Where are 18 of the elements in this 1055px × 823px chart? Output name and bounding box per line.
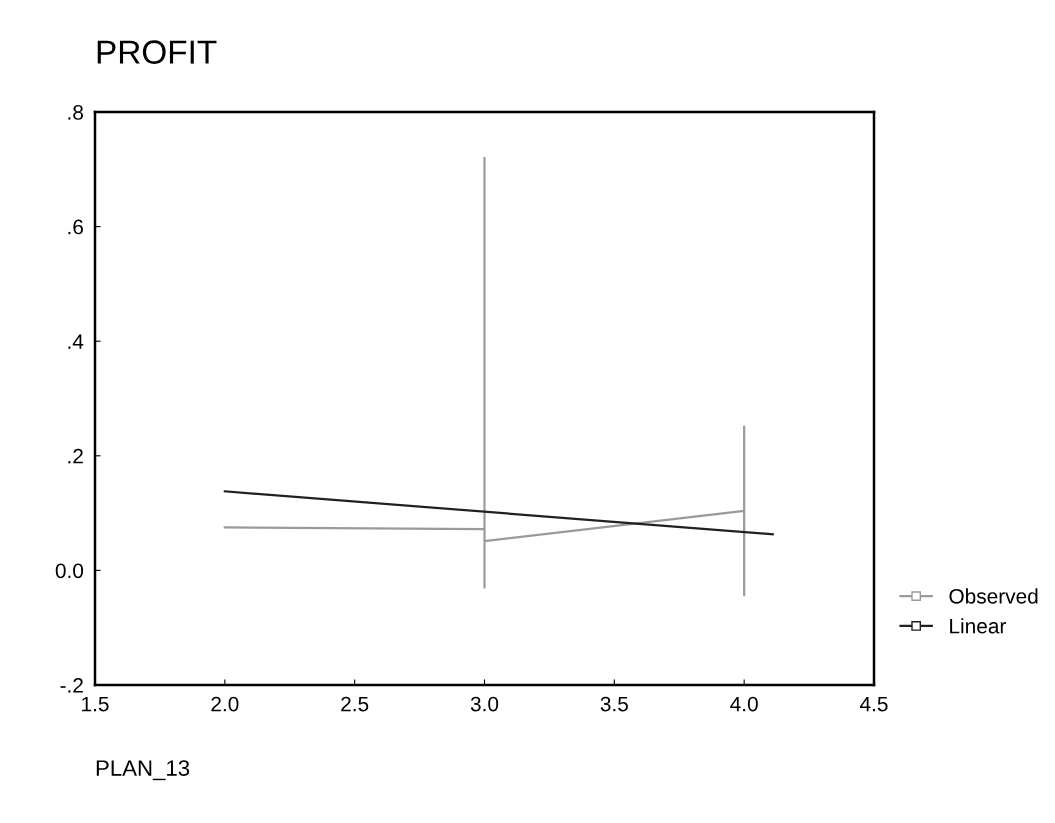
- x-tick-label: 2.5: [341, 696, 369, 712]
- y-tick-label: 0.0: [55, 563, 84, 579]
- x-tick-label: 1.5: [82, 696, 109, 712]
- x-axis-title: PLAN_13: [96, 760, 190, 781]
- x-tick-label: 4.0: [730, 696, 758, 712]
- y-tick-label: .8: [68, 105, 83, 120]
- chart-title: PROFIT: [97, 40, 217, 64]
- x-tick-label: 3.0: [470, 696, 499, 712]
- y-tick-label: .2: [68, 448, 83, 464]
- legend-label: Linear: [950, 618, 1007, 634]
- x-tick-label: 3.5: [600, 696, 628, 712]
- y-tick-label: .4: [68, 334, 84, 349]
- x-tick-label: 4.5: [860, 696, 888, 712]
- y-tick-label: .6: [68, 219, 83, 235]
- line-series: [223, 156, 746, 597]
- x-tick-label: 2.0: [211, 696, 239, 712]
- y-tick-label: -.2: [60, 678, 83, 693]
- legend-label: Observed: [949, 588, 1038, 604]
